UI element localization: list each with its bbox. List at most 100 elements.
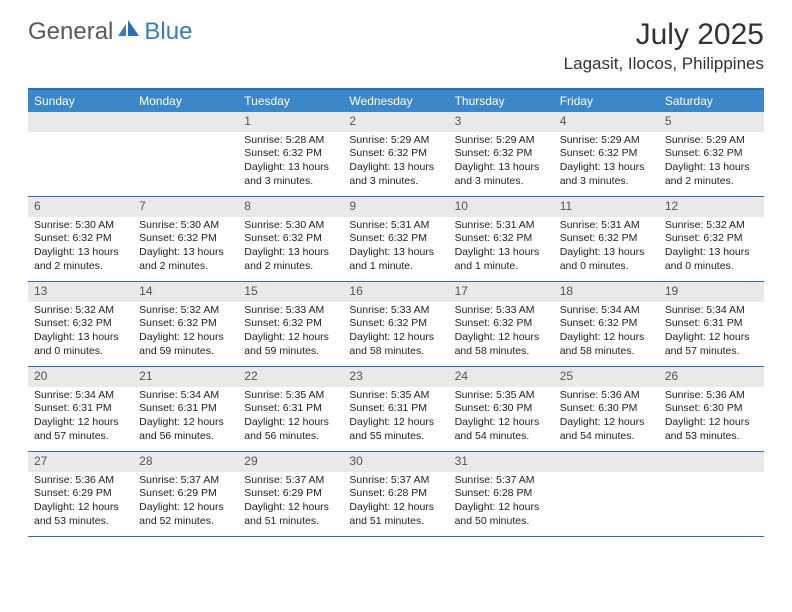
- day-content: Sunrise: 5:33 AMSunset: 6:32 PMDaylight:…: [449, 302, 554, 363]
- day-content: Sunrise: 5:33 AMSunset: 6:32 PMDaylight:…: [343, 302, 448, 363]
- day-content: Sunrise: 5:36 AMSunset: 6:30 PMDaylight:…: [659, 387, 764, 448]
- day-cell: 21Sunrise: 5:34 AMSunset: 6:31 PMDayligh…: [133, 367, 238, 451]
- logo-sail-icon: [118, 19, 140, 42]
- day-number: 30: [343, 452, 448, 472]
- week-row: 1Sunrise: 5:28 AMSunset: 6:32 PMDaylight…: [28, 112, 764, 197]
- weeks-container: 1Sunrise: 5:28 AMSunset: 6:32 PMDaylight…: [28, 112, 764, 537]
- day-content: Sunrise: 5:29 AMSunset: 6:32 PMDaylight:…: [343, 132, 448, 193]
- week-row: 6Sunrise: 5:30 AMSunset: 6:32 PMDaylight…: [28, 197, 764, 282]
- day-content: Sunrise: 5:37 AMSunset: 6:29 PMDaylight:…: [133, 472, 238, 533]
- day-cell: 31Sunrise: 5:37 AMSunset: 6:28 PMDayligh…: [449, 452, 554, 536]
- day-number: [28, 112, 133, 132]
- day-content: Sunrise: 5:29 AMSunset: 6:32 PMDaylight:…: [449, 132, 554, 193]
- day-content: Sunrise: 5:30 AMSunset: 6:32 PMDaylight:…: [133, 217, 238, 278]
- day-content: Sunrise: 5:35 AMSunset: 6:31 PMDaylight:…: [343, 387, 448, 448]
- day-number: 28: [133, 452, 238, 472]
- weekday-header: Tuesday: [238, 90, 343, 112]
- weekday-header: Thursday: [449, 90, 554, 112]
- day-cell: 3Sunrise: 5:29 AMSunset: 6:32 PMDaylight…: [449, 112, 554, 196]
- day-cell: 15Sunrise: 5:33 AMSunset: 6:32 PMDayligh…: [238, 282, 343, 366]
- day-cell: 23Sunrise: 5:35 AMSunset: 6:31 PMDayligh…: [343, 367, 448, 451]
- day-content: Sunrise: 5:28 AMSunset: 6:32 PMDaylight:…: [238, 132, 343, 193]
- day-number: 24: [449, 367, 554, 387]
- day-content: Sunrise: 5:32 AMSunset: 6:32 PMDaylight:…: [133, 302, 238, 363]
- day-cell: 10Sunrise: 5:31 AMSunset: 6:32 PMDayligh…: [449, 197, 554, 281]
- day-cell: 22Sunrise: 5:35 AMSunset: 6:31 PMDayligh…: [238, 367, 343, 451]
- day-content: Sunrise: 5:35 AMSunset: 6:30 PMDaylight:…: [449, 387, 554, 448]
- week-row: 27Sunrise: 5:36 AMSunset: 6:29 PMDayligh…: [28, 452, 764, 537]
- day-number: 8: [238, 197, 343, 217]
- day-cell: 16Sunrise: 5:33 AMSunset: 6:32 PMDayligh…: [343, 282, 448, 366]
- day-cell: 9Sunrise: 5:31 AMSunset: 6:32 PMDaylight…: [343, 197, 448, 281]
- day-number: 26: [659, 367, 764, 387]
- day-number: 27: [28, 452, 133, 472]
- day-content: Sunrise: 5:35 AMSunset: 6:31 PMDaylight:…: [238, 387, 343, 448]
- title-block: July 2025 Lagasit, Ilocos, Philippines: [564, 18, 764, 74]
- day-number: 31: [449, 452, 554, 472]
- day-number: 6: [28, 197, 133, 217]
- weekday-header: Friday: [554, 90, 659, 112]
- day-number: 14: [133, 282, 238, 302]
- day-cell: 20Sunrise: 5:34 AMSunset: 6:31 PMDayligh…: [28, 367, 133, 451]
- day-cell: 19Sunrise: 5:34 AMSunset: 6:31 PMDayligh…: [659, 282, 764, 366]
- day-number: 18: [554, 282, 659, 302]
- day-content: Sunrise: 5:34 AMSunset: 6:32 PMDaylight:…: [554, 302, 659, 363]
- week-row: 13Sunrise: 5:32 AMSunset: 6:32 PMDayligh…: [28, 282, 764, 367]
- day-number: 13: [28, 282, 133, 302]
- day-cell: [133, 112, 238, 196]
- day-cell: [554, 452, 659, 536]
- day-number: 23: [343, 367, 448, 387]
- day-content: Sunrise: 5:36 AMSunset: 6:29 PMDaylight:…: [28, 472, 133, 533]
- day-cell: 13Sunrise: 5:32 AMSunset: 6:32 PMDayligh…: [28, 282, 133, 366]
- day-content: Sunrise: 5:34 AMSunset: 6:31 PMDaylight:…: [28, 387, 133, 448]
- weekday-header: Wednesday: [343, 90, 448, 112]
- day-cell: 6Sunrise: 5:30 AMSunset: 6:32 PMDaylight…: [28, 197, 133, 281]
- day-content: Sunrise: 5:34 AMSunset: 6:31 PMDaylight:…: [133, 387, 238, 448]
- day-cell: 29Sunrise: 5:37 AMSunset: 6:29 PMDayligh…: [238, 452, 343, 536]
- day-content: Sunrise: 5:31 AMSunset: 6:32 PMDaylight:…: [449, 217, 554, 278]
- day-number: [659, 452, 764, 472]
- day-content: Sunrise: 5:33 AMSunset: 6:32 PMDaylight:…: [238, 302, 343, 363]
- day-number: 22: [238, 367, 343, 387]
- day-cell: 4Sunrise: 5:29 AMSunset: 6:32 PMDaylight…: [554, 112, 659, 196]
- calendar: SundayMondayTuesdayWednesdayThursdayFrid…: [28, 88, 764, 537]
- logo-text-general: General: [28, 18, 113, 46]
- day-number: 1: [238, 112, 343, 132]
- day-number: 11: [554, 197, 659, 217]
- day-cell: 17Sunrise: 5:33 AMSunset: 6:32 PMDayligh…: [449, 282, 554, 366]
- day-content: Sunrise: 5:31 AMSunset: 6:32 PMDaylight:…: [343, 217, 448, 278]
- day-content: [28, 132, 133, 192]
- day-content: Sunrise: 5:30 AMSunset: 6:32 PMDaylight:…: [238, 217, 343, 278]
- day-cell: 30Sunrise: 5:37 AMSunset: 6:28 PMDayligh…: [343, 452, 448, 536]
- location: Lagasit, Ilocos, Philippines: [564, 54, 764, 74]
- day-cell: [28, 112, 133, 196]
- day-cell: 25Sunrise: 5:36 AMSunset: 6:30 PMDayligh…: [554, 367, 659, 451]
- header: General Blue July 2025 Lagasit, Ilocos, …: [0, 0, 792, 80]
- day-number: 9: [343, 197, 448, 217]
- day-content: Sunrise: 5:30 AMSunset: 6:32 PMDaylight:…: [28, 217, 133, 278]
- logo: General Blue: [28, 18, 192, 46]
- weekday-header: Monday: [133, 90, 238, 112]
- day-content: Sunrise: 5:37 AMSunset: 6:28 PMDaylight:…: [449, 472, 554, 533]
- month-title: July 2025: [564, 18, 764, 52]
- day-number: 12: [659, 197, 764, 217]
- day-content: Sunrise: 5:37 AMSunset: 6:28 PMDaylight:…: [343, 472, 448, 533]
- day-content: Sunrise: 5:29 AMSunset: 6:32 PMDaylight:…: [554, 132, 659, 193]
- day-number: 25: [554, 367, 659, 387]
- day-number: 5: [659, 112, 764, 132]
- day-number: 10: [449, 197, 554, 217]
- day-number: 3: [449, 112, 554, 132]
- day-content: Sunrise: 5:29 AMSunset: 6:32 PMDaylight:…: [659, 132, 764, 193]
- day-content: Sunrise: 5:31 AMSunset: 6:32 PMDaylight:…: [554, 217, 659, 278]
- day-number: 29: [238, 452, 343, 472]
- day-cell: 5Sunrise: 5:29 AMSunset: 6:32 PMDaylight…: [659, 112, 764, 196]
- day-content: [554, 472, 659, 532]
- day-number: 20: [28, 367, 133, 387]
- day-cell: 18Sunrise: 5:34 AMSunset: 6:32 PMDayligh…: [554, 282, 659, 366]
- day-content: Sunrise: 5:32 AMSunset: 6:32 PMDaylight:…: [28, 302, 133, 363]
- day-content: [659, 472, 764, 532]
- day-number: 15: [238, 282, 343, 302]
- day-cell: 12Sunrise: 5:32 AMSunset: 6:32 PMDayligh…: [659, 197, 764, 281]
- weekday-header: Saturday: [659, 90, 764, 112]
- weekday-header-row: SundayMondayTuesdayWednesdayThursdayFrid…: [28, 90, 764, 112]
